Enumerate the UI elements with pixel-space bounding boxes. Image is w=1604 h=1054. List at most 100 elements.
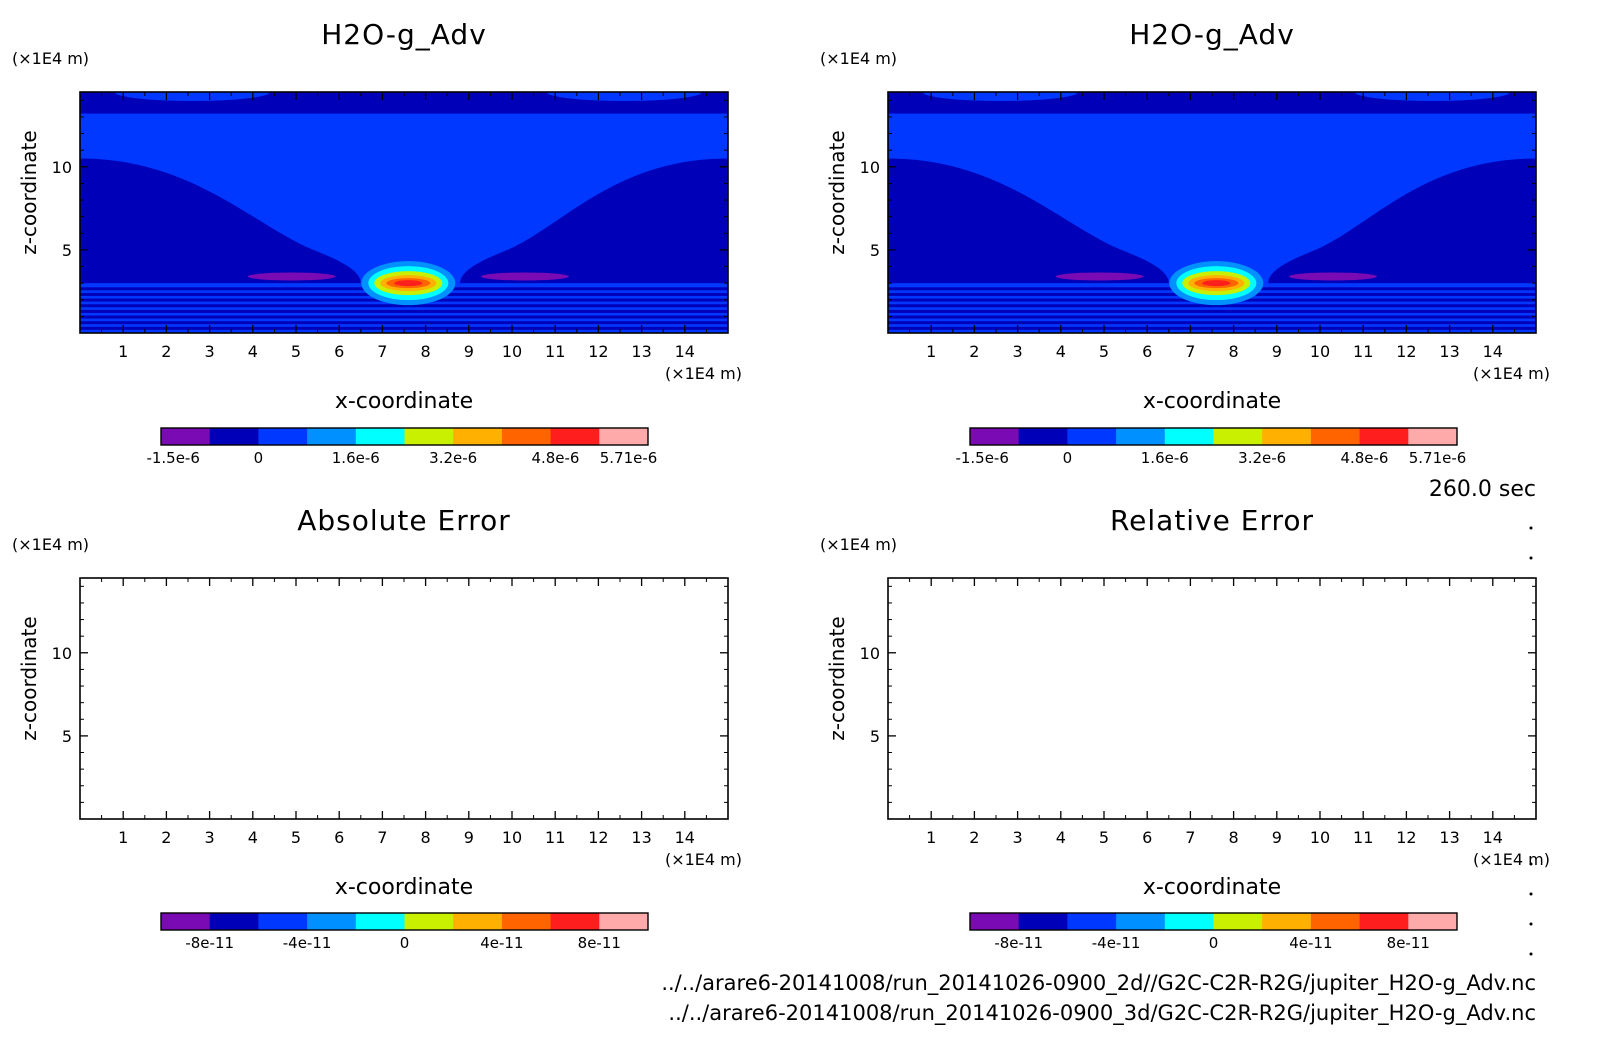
- margin-dot: [1529, 922, 1533, 926]
- funnel-region: [888, 158, 1536, 284]
- x-axis-label: x-coordinate: [335, 875, 473, 900]
- colorbar-swatch: [1359, 913, 1409, 930]
- x-tick-label: 7: [377, 828, 387, 847]
- colorbar-swatch: [1067, 913, 1117, 930]
- x-tick-label: 7: [377, 342, 387, 361]
- plot-frame: [79, 577, 729, 820]
- colorbar-swatch: [1164, 428, 1214, 445]
- colorbar-swatch: [1262, 913, 1312, 930]
- colorbar-tick-label: -1.5e-6: [146, 449, 199, 467]
- colorbar-tick-label: -4e-11: [283, 934, 332, 952]
- colorbar-tick-label: 0: [1063, 449, 1073, 467]
- negative-lobe: [1288, 272, 1377, 281]
- stripe: [80, 326, 728, 330]
- chart-title: H2O-g_Adv: [1129, 18, 1295, 51]
- stripe: [888, 309, 1536, 313]
- x-tick-label: 14: [675, 828, 695, 847]
- x-tick-label: 8: [1229, 342, 1239, 361]
- x-tick-label: 4: [248, 342, 258, 361]
- colorbar-swatch: [1018, 913, 1068, 930]
- colorbar-tick-label: 4e-11: [1289, 934, 1332, 952]
- y-tick-label: 10: [52, 644, 72, 663]
- colorbar-swatch: [404, 428, 454, 445]
- chart-panel-3: Absolute Error(×1E4 m)1 2 3 4 5 6 7 8 9 10 11 12 13 1…: [12, 504, 742, 952]
- x-tick-label: 1: [118, 342, 128, 361]
- colorbar-swatch: [1116, 428, 1166, 445]
- x-tick-label: 13: [1439, 828, 1459, 847]
- x-tick-label: 5: [1099, 342, 1109, 361]
- x-tick-label: 9: [464, 828, 474, 847]
- stripe: [80, 309, 728, 313]
- margin-dot: [1529, 526, 1533, 530]
- colorbar-swatch: [404, 913, 454, 930]
- colorbar-swatch: [1018, 428, 1068, 445]
- stripe: [80, 315, 728, 319]
- colorbar: -1.5e-6 0 1.6e-6 3.2e-6 4.8e-6 5.71e-6: [146, 427, 658, 467]
- margin-dot: [1529, 556, 1533, 560]
- stripe: [80, 321, 728, 325]
- stripe: [888, 304, 1536, 308]
- x-tick-label: 5: [1099, 828, 1109, 847]
- x-tick-label: 2: [161, 342, 171, 361]
- colorbar-frame: [160, 427, 649, 446]
- colorbar-swatch: [161, 428, 211, 445]
- x-tick-label: 12: [588, 342, 608, 361]
- chart-title: Absolute Error: [297, 504, 511, 537]
- x-unit-label: (×1E4 m): [1473, 850, 1550, 869]
- margin-dot: [1529, 892, 1533, 896]
- plot-frame: [887, 577, 1537, 820]
- colorbar: -1.5e-6 0 1.6e-6 3.2e-6 4.8e-6 5.71e-6: [955, 427, 1466, 467]
- y-tick-label: 10: [52, 158, 72, 177]
- negative-lobe: [480, 272, 569, 281]
- stripe: [888, 326, 1536, 330]
- y-unit-label: (×1E4 m): [12, 535, 89, 554]
- x-axis-label: x-coordinate: [1143, 875, 1281, 900]
- colorbar-tick-label: -1.5e-6: [955, 449, 1008, 467]
- colorbar-swatch: [307, 428, 357, 445]
- upper-band: [80, 113, 728, 159]
- x-tick-label: 11: [1353, 828, 1373, 847]
- colorbar-swatch: [550, 428, 600, 445]
- colorbar-swatch: [1213, 913, 1263, 930]
- colorbar-swatch: [501, 428, 552, 445]
- colorbar-tick-label: 1.6e-6: [332, 449, 380, 467]
- colorbar-tick-label: 4.8e-6: [531, 449, 579, 467]
- chart-title: Relative Error: [1110, 504, 1314, 537]
- colorbar-tick-label: 8e-11: [578, 934, 621, 952]
- x-tick-label: 13: [631, 828, 651, 847]
- y-axis-label: z-coordinate: [825, 130, 849, 254]
- colorbar: -8e-11 -4e-11 0 4e-11 8e-11: [160, 912, 649, 952]
- colorbar-tick-label: 8e-11: [1387, 934, 1430, 952]
- colorbar-swatch: [209, 428, 259, 445]
- colorbar-tick-label: 5.71e-6: [600, 449, 658, 467]
- y-tick-label: 5: [62, 241, 72, 260]
- chart-panel-1: H2O-g_Adv(×1E4 m)1 2 3 4 5 6 7 8 9 10 11 12 13 14510(…: [12, 18, 742, 467]
- x-unit-label: (×1E4 m): [665, 364, 742, 383]
- x-tick-label: 13: [1439, 342, 1459, 361]
- colorbar-swatch: [355, 913, 405, 930]
- colorbar-swatch: [599, 913, 649, 930]
- colorbar-swatch: [258, 428, 308, 445]
- contour-field: [888, 92, 1536, 333]
- x-tick-label: 6: [334, 342, 344, 361]
- colorbar-tick-label: 3.2e-6: [429, 449, 477, 467]
- stripe: [888, 315, 1536, 319]
- x-tick-label: 7: [1185, 342, 1195, 361]
- x-tick-label: 9: [464, 342, 474, 361]
- margin-dot: [1529, 862, 1533, 866]
- colorbar: -8e-11 -4e-11 0 4e-11 8e-11: [969, 912, 1458, 952]
- x-tick-label: 13: [631, 342, 651, 361]
- y-axis-label: z-coordinate: [17, 616, 41, 740]
- plume-contour: [394, 280, 423, 287]
- x-tick-label: 2: [969, 828, 979, 847]
- colorbar-swatch: [1408, 428, 1458, 445]
- x-tick-label: 5: [291, 828, 301, 847]
- x-tick-label: 6: [1142, 342, 1152, 361]
- x-tick-label: 12: [1396, 828, 1416, 847]
- colorbar-tick-label: 4.8e-6: [1340, 449, 1388, 467]
- colorbar-tick-label: 0: [254, 449, 264, 467]
- x-tick-label: 10: [502, 828, 522, 847]
- x-tick-label: 8: [1229, 828, 1239, 847]
- plume-contour: [1202, 280, 1231, 287]
- x-tick-label: 7: [1185, 828, 1195, 847]
